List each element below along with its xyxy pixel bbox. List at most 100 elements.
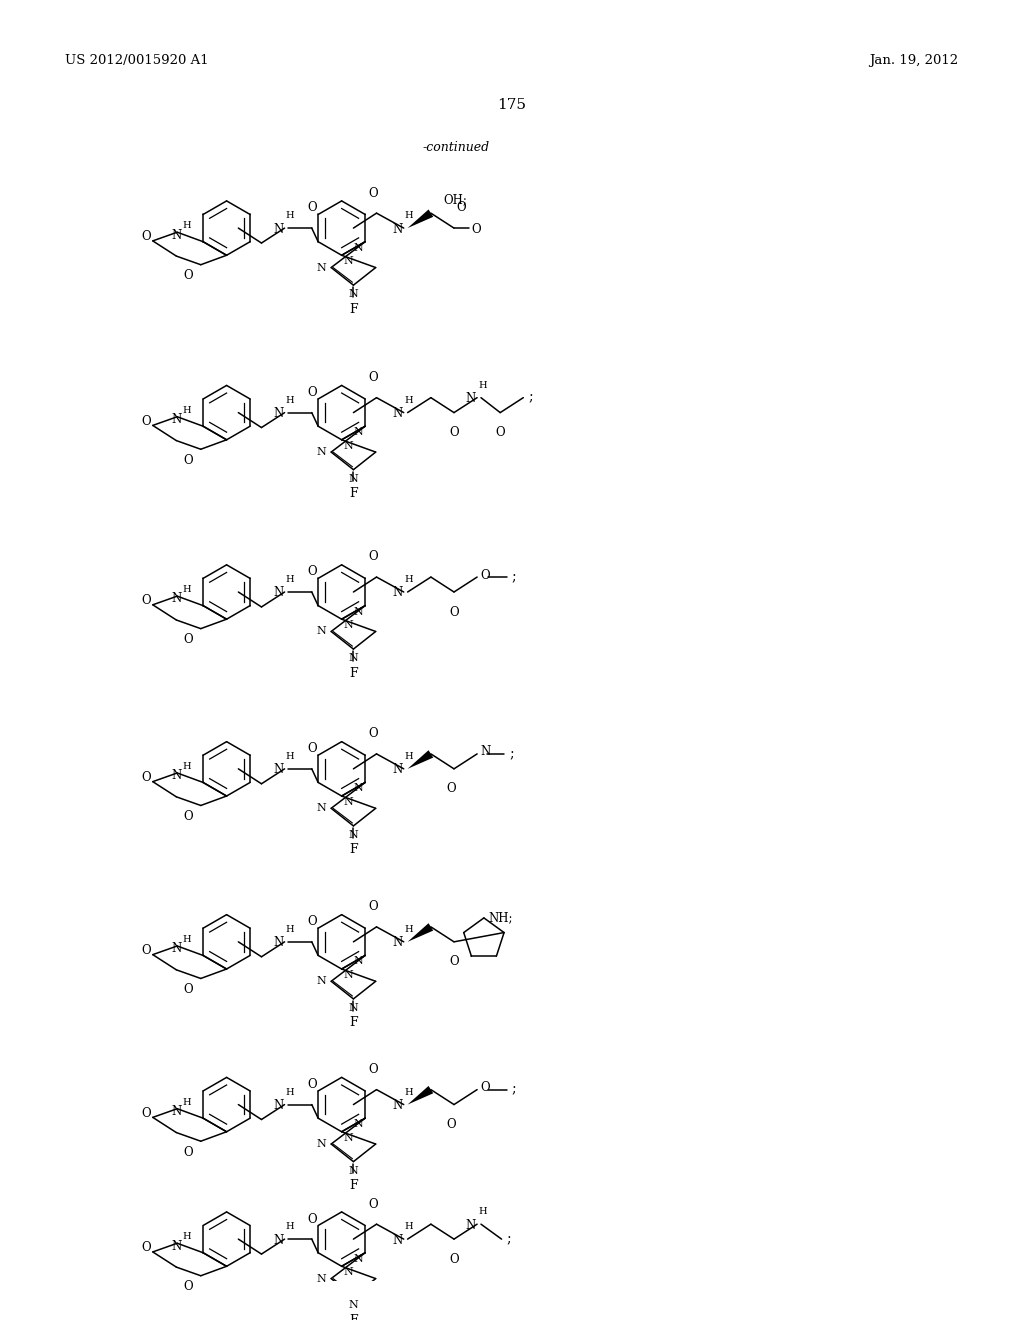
- Text: O: O: [183, 1280, 194, 1294]
- Text: N: N: [344, 797, 353, 807]
- Text: N: N: [273, 1100, 284, 1111]
- Text: H: H: [182, 1232, 190, 1241]
- Text: ;: ;: [528, 391, 532, 405]
- Text: N: N: [466, 1218, 476, 1232]
- Text: N: N: [353, 428, 364, 437]
- Text: N: N: [316, 1139, 327, 1148]
- Text: O: O: [141, 594, 152, 607]
- Text: N: N: [348, 1166, 358, 1176]
- Text: H: H: [404, 752, 414, 762]
- Text: N: N: [353, 957, 364, 966]
- Text: N: N: [171, 942, 181, 956]
- Text: N: N: [480, 746, 490, 759]
- Text: NH;: NH;: [488, 911, 513, 924]
- Text: H: H: [182, 935, 190, 944]
- Text: O: O: [183, 810, 194, 822]
- Text: N: N: [171, 413, 181, 426]
- Text: N: N: [316, 977, 327, 986]
- Text: O: O: [446, 1118, 456, 1131]
- Text: O: O: [369, 900, 379, 913]
- Text: H: H: [404, 1088, 414, 1097]
- Text: N: N: [316, 1274, 327, 1283]
- Text: O: O: [369, 186, 379, 199]
- Text: O: O: [141, 1241, 152, 1254]
- Text: F: F: [349, 1313, 357, 1320]
- Text: F: F: [349, 302, 357, 315]
- Text: N: N: [273, 1234, 284, 1246]
- Text: O: O: [369, 1063, 379, 1076]
- Text: N: N: [392, 1100, 402, 1111]
- Text: H: H: [182, 405, 190, 414]
- Text: ;: ;: [512, 570, 516, 583]
- Text: O: O: [450, 956, 459, 969]
- Text: O: O: [183, 269, 194, 282]
- Text: O: O: [183, 1146, 194, 1159]
- Text: O: O: [369, 1197, 379, 1210]
- Text: O: O: [307, 565, 316, 578]
- Polygon shape: [408, 923, 433, 942]
- Text: O: O: [307, 1213, 316, 1225]
- Text: -continued: -continued: [423, 141, 489, 154]
- Text: N: N: [344, 1267, 353, 1278]
- Text: N: N: [344, 620, 353, 630]
- Text: H: H: [404, 211, 414, 220]
- Text: F: F: [349, 843, 357, 857]
- Text: N: N: [348, 1300, 358, 1309]
- Text: ;: ;: [512, 1082, 516, 1097]
- Text: N: N: [392, 763, 402, 776]
- Text: N: N: [348, 1003, 358, 1012]
- Text: H: H: [404, 576, 414, 585]
- Text: H: H: [182, 222, 190, 230]
- Text: H: H: [182, 585, 190, 594]
- Text: N: N: [348, 289, 358, 300]
- Text: O: O: [141, 1106, 152, 1119]
- Text: ;: ;: [509, 747, 514, 760]
- Text: N: N: [353, 243, 364, 252]
- Text: H: H: [404, 1222, 414, 1232]
- Text: F: F: [349, 1016, 357, 1030]
- Text: H: H: [182, 762, 190, 771]
- Polygon shape: [408, 1086, 433, 1105]
- Text: N: N: [353, 1254, 364, 1263]
- Text: N: N: [171, 228, 181, 242]
- Text: N: N: [344, 441, 353, 450]
- Text: N: N: [273, 763, 284, 776]
- Text: N: N: [316, 804, 327, 813]
- Text: O: O: [141, 771, 152, 784]
- Text: N: N: [344, 970, 353, 979]
- Text: N: N: [353, 783, 364, 793]
- Text: O: O: [183, 983, 194, 995]
- Text: O: O: [307, 742, 316, 755]
- Text: H: H: [286, 1088, 294, 1097]
- Text: O: O: [307, 385, 316, 399]
- Text: H: H: [286, 752, 294, 762]
- Text: Jan. 19, 2012: Jan. 19, 2012: [869, 54, 958, 67]
- Text: O: O: [141, 230, 152, 243]
- Polygon shape: [408, 210, 433, 228]
- Text: O: O: [369, 371, 379, 384]
- Text: O: O: [369, 550, 379, 564]
- Text: N: N: [392, 407, 402, 420]
- Text: N: N: [392, 936, 402, 949]
- Text: N: N: [171, 770, 181, 783]
- Text: N: N: [353, 1119, 364, 1129]
- Text: O: O: [307, 1078, 316, 1092]
- Text: N: N: [171, 593, 181, 606]
- Text: H: H: [404, 925, 414, 935]
- Text: N: N: [171, 1239, 181, 1253]
- Text: N: N: [353, 607, 364, 616]
- Text: O: O: [450, 426, 459, 440]
- Text: H: H: [182, 1098, 190, 1106]
- Text: N: N: [344, 1133, 353, 1143]
- Text: F: F: [349, 487, 357, 500]
- Text: N: N: [273, 223, 284, 235]
- Polygon shape: [408, 750, 433, 768]
- Text: O: O: [446, 783, 456, 796]
- Text: N: N: [348, 653, 358, 663]
- Text: O: O: [480, 1081, 489, 1094]
- Text: H: H: [286, 396, 294, 405]
- Text: N: N: [171, 1105, 181, 1118]
- Text: O: O: [183, 634, 194, 645]
- Text: ;: ;: [507, 1232, 511, 1246]
- Text: H: H: [286, 211, 294, 220]
